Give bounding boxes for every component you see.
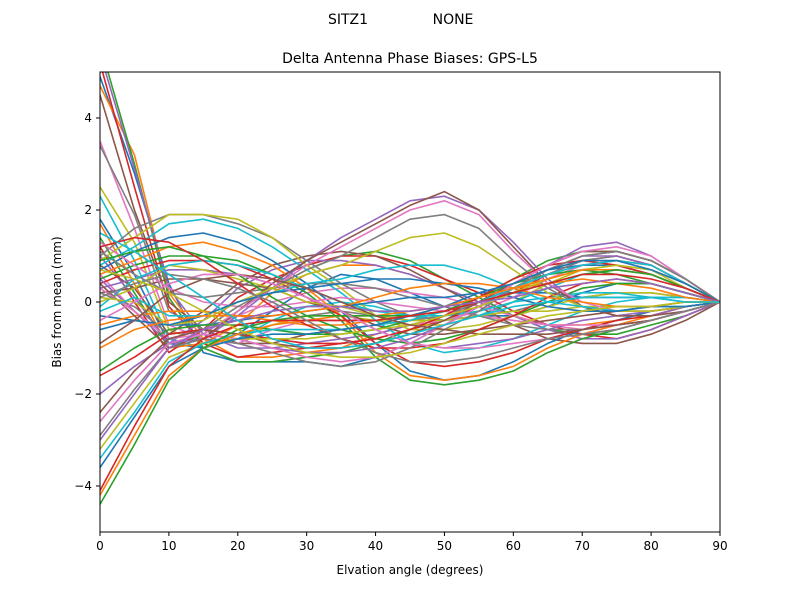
y-tick-label: −4: [74, 479, 92, 493]
y-tick-label: 2: [84, 203, 92, 217]
x-tick-label: 0: [96, 539, 104, 553]
series-line-55: [100, 278, 720, 441]
series-lines: [100, 72, 720, 505]
series-line-52: [100, 268, 720, 496]
x-tick-label: 50: [437, 539, 452, 553]
x-axis: 0 10 20 30 40 50 60 70 80 90: [96, 532, 728, 553]
x-axis-label: Elvation angle (degrees): [337, 563, 484, 577]
station-label: SITZ1: [328, 12, 368, 28]
series-line-19: [100, 213, 720, 331]
model-label: NONE: [433, 12, 474, 28]
y-axis: −4 −2 0 2 4: [74, 111, 100, 493]
series-line-7: [100, 140, 720, 345]
x-tick-label: 60: [506, 539, 521, 553]
chart-title: Delta Antenna Phase Biases: GPS-L5: [282, 51, 538, 67]
series-line-60: [100, 232, 720, 349]
y-tick-label: 4: [84, 111, 92, 125]
x-tick-label: 80: [643, 539, 658, 553]
x-tick-label: 10: [161, 539, 176, 553]
x-tick-label: 90: [712, 539, 727, 553]
series-line-58: [100, 273, 720, 363]
y-tick-label: −2: [74, 387, 92, 401]
x-tick-label: 40: [368, 539, 383, 553]
x-tick-label: 30: [299, 539, 314, 553]
x-tick-label: 20: [230, 539, 245, 553]
series-line-51: [100, 259, 720, 469]
series-line-54: [100, 273, 720, 491]
x-tick-label: 70: [575, 539, 590, 553]
series-line-59: [100, 269, 720, 359]
y-tick-label: 0: [84, 295, 92, 309]
plot-frame: [99, 71, 721, 533]
y-axis-label: Bias from mean (mm): [50, 236, 64, 367]
